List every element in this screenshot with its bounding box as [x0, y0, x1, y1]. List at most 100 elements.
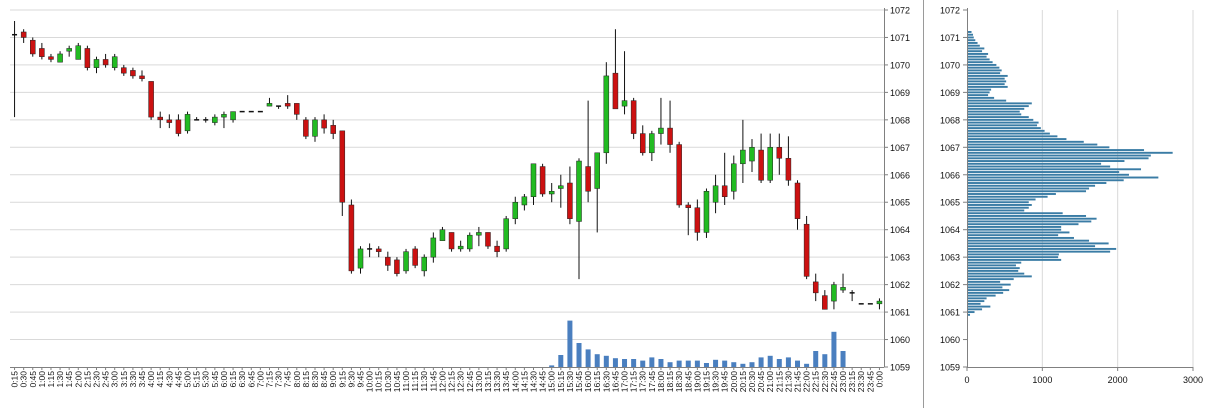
candle: [585, 100, 591, 203]
volume-bar: [576, 343, 582, 367]
time-x-tick-label: 14:15: [519, 371, 529, 393]
candle-body: [776, 147, 783, 159]
profile-bar: [968, 269, 1019, 272]
volume-bar: [649, 357, 655, 367]
candle: [630, 97, 637, 140]
time-x-tick-label: 12:00: [437, 371, 447, 393]
time-x-tick-label: 13:45: [501, 371, 511, 393]
volume-bar: [612, 358, 618, 367]
profile-y-tick-labels: 1059 1060 1061 1062 1063 1064 1065 1066 1067 1068…: [940, 6, 967, 373]
time-x-tick-label: 12:15: [447, 371, 457, 393]
time-x-tick-label: 11:00: [401, 371, 411, 392]
profile-bar: [968, 72, 1001, 75]
profile-y-tick-label: 1070: [940, 60, 960, 70]
volume-bar: [549, 365, 555, 367]
price-y-tick-label: 1061: [890, 308, 910, 318]
candle: [658, 97, 664, 145]
time-x-tick-label: 11:30: [419, 371, 429, 392]
profile-bar: [968, 253, 1059, 256]
profile-y-tick-label: 1061: [940, 308, 960, 318]
candle-body: [585, 166, 591, 192]
time-x-tick-label: 14:00: [510, 371, 520, 393]
profile-y-tick-label: 1063: [940, 253, 960, 263]
profile-bar: [968, 162, 1102, 165]
profile-bar: [968, 77, 1005, 80]
time-x-tick-label: 15:30: [565, 371, 575, 393]
time-x-tick-label: 1:15: [46, 371, 56, 388]
profile-bar: [968, 275, 1032, 278]
candle-body: [385, 256, 391, 266]
profile-bar: [968, 239, 1090, 242]
candle-body: [339, 130, 346, 203]
candle: [785, 136, 792, 186]
volume-bar: [713, 359, 719, 367]
time-x-tick-label: 22:30: [820, 371, 830, 393]
candle: [130, 67, 136, 79]
profile-x-tick-label: 1000: [1032, 375, 1052, 385]
volume-bar: [631, 359, 637, 367]
price-y-tick-label: 1072: [890, 6, 910, 16]
time-x-tick-label: 9:30: [346, 371, 356, 388]
candle: [712, 174, 719, 214]
profile-bar: [968, 184, 1096, 187]
time-x-tick-label: 17:30: [638, 371, 648, 393]
time-x-tick-label: 9:00: [328, 371, 338, 388]
candle: [157, 111, 163, 129]
time-x-tick-label: 6:45: [246, 371, 256, 388]
profile-bar: [968, 105, 1029, 108]
candle: [476, 226, 482, 247]
time-x-tick-label: 21:45: [793, 371, 803, 393]
time-x-tick-label: 18:30: [674, 371, 684, 393]
profile-bar: [968, 157, 1149, 160]
candle: [776, 133, 783, 175]
candle: [203, 117, 209, 123]
volume-bars: [549, 320, 846, 367]
profile-bar: [968, 283, 1011, 286]
profile-bar: [968, 146, 1110, 149]
profile-bar: [968, 118, 1034, 121]
candle: [548, 183, 555, 203]
profile-y-tick-label: 1072: [940, 6, 960, 16]
volume-bar: [585, 349, 591, 367]
price-y-tick-label: 1059: [890, 363, 910, 373]
candle-body: [485, 232, 491, 247]
profile-bar: [968, 52, 989, 55]
profile-bar: [968, 201, 1029, 204]
candle-body: [649, 133, 655, 154]
price-gridlines: [10, 9, 884, 341]
volume-bar: [694, 360, 700, 367]
profile-y-tick-label: 1060: [940, 335, 960, 345]
candle-body: [767, 147, 773, 181]
volume-bar: [767, 355, 773, 367]
candle-body: [348, 204, 355, 272]
time-x-tick-label: 20:00: [729, 371, 739, 393]
profile-bar: [968, 116, 1029, 119]
candle: [375, 246, 382, 258]
profile-bar: [968, 55, 987, 58]
candle-body: [758, 149, 764, 181]
time-x-tick-label: 0:30: [19, 371, 29, 388]
profile-bar: [968, 267, 1020, 270]
time-x-tick-label: 4:45: [173, 371, 183, 388]
candle-body: [412, 248, 418, 266]
time-x-tick-label: 23:30: [856, 371, 866, 393]
volume-bar: [640, 360, 646, 367]
time-x-tick-label: 3:15: [119, 371, 129, 388]
candle: [339, 130, 346, 216]
candle-body: [102, 59, 109, 66]
candle: [166, 114, 173, 129]
candle-body: [612, 72, 619, 110]
candle-body: [75, 45, 82, 60]
candle: [685, 202, 692, 236]
profile-bar: [968, 300, 985, 303]
profile-bar: [968, 113, 1022, 116]
candle: [457, 240, 464, 252]
candle: [221, 111, 227, 129]
candle: [321, 114, 327, 134]
profile-bar: [968, 215, 1087, 217]
candle-body: [740, 149, 746, 165]
profile-y-tick-label: 1066: [940, 170, 960, 180]
candle: [512, 196, 519, 225]
profile-bar: [968, 94, 989, 97]
candle-body: [467, 234, 473, 250]
